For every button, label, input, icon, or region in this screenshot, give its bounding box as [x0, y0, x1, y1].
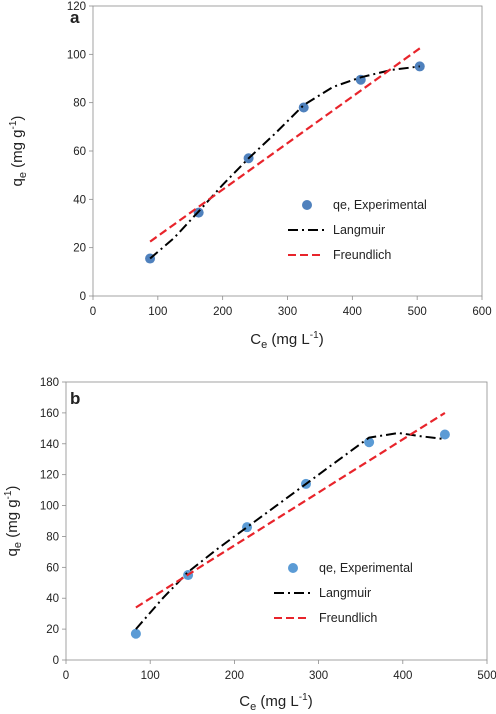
x-tick-label: 500: [408, 306, 427, 318]
y-tick-label: 20: [46, 624, 59, 636]
y-tick-label: 60: [73, 146, 86, 158]
y-tick-label: 40: [46, 593, 59, 605]
panel-letter: a: [70, 8, 80, 27]
y-tick-label: 0: [80, 291, 86, 303]
x-tick-label: 0: [63, 670, 69, 682]
x-tick-label: 200: [213, 306, 232, 318]
y-tick-label: 40: [73, 194, 86, 206]
y-axis-label: qe (mg g-1): [3, 486, 24, 557]
x-tick-label: 600: [472, 306, 491, 318]
x-tick-label: 100: [148, 306, 167, 318]
x-tick-label: 300: [309, 670, 328, 682]
y-tick-label: 120: [40, 470, 59, 482]
y-tick-label: 60: [46, 562, 59, 574]
plot-frame: [65, 381, 488, 661]
x-axis-label: Ce (mg L-1): [239, 692, 312, 713]
legend-label: Langmuir: [333, 223, 385, 237]
x-tick-label: 200: [225, 670, 244, 682]
x-tick-label: 300: [278, 306, 297, 318]
panel-letter: b: [70, 389, 80, 408]
freundlich-line: [149, 47, 421, 243]
y-tick-label: 120: [67, 1, 86, 13]
y-tick-label: 80: [73, 98, 86, 110]
langmuir-line: [135, 432, 446, 630]
y-tick-label: 0: [53, 655, 59, 667]
legend-label: qe, Experimental: [333, 198, 427, 212]
data-point: [364, 437, 375, 448]
y-axis-label: qe (mg g-1): [8, 116, 29, 187]
data-point: [298, 102, 309, 113]
x-axis-label: Ce (mg L-1): [250, 330, 323, 351]
legend-label: Langmuir: [319, 586, 371, 600]
data-point: [130, 628, 141, 639]
y-tick-label: 140: [40, 439, 59, 451]
x-tick-label: 400: [393, 670, 412, 682]
y-tick-label: 180: [40, 377, 59, 389]
legend-label: qe, Experimental: [319, 561, 413, 575]
plot-frame: [92, 5, 483, 297]
y-tick-label: 20: [73, 243, 86, 255]
y-tick-label: 160: [40, 408, 59, 420]
data-point: [439, 429, 450, 440]
y-tick-label: 100: [67, 49, 86, 61]
y-tick-label: 100: [40, 501, 59, 513]
legend: qe, Experimental Langmuir Freundlich: [288, 198, 427, 262]
legend-marker: [302, 200, 312, 210]
legend-label: Freundlich: [319, 611, 377, 625]
x-tick-label: 0: [90, 306, 96, 318]
legend-marker: [288, 563, 298, 573]
x-tick-label: 500: [477, 670, 496, 682]
legend-label: Freundlich: [333, 248, 391, 262]
x-tick-label: 400: [343, 306, 362, 318]
langmuir-line: [149, 65, 420, 260]
x-tick-label: 100: [141, 670, 160, 682]
freundlich-line: [135, 411, 446, 609]
legend: qe, Experimental Langmuir Freundlich: [274, 561, 413, 625]
chart-panel-b: 0 100 200 300 400 500 0 20 40 60 80 100 120 140 160 180…: [3, 377, 496, 713]
y-tick-label: 80: [46, 531, 59, 543]
